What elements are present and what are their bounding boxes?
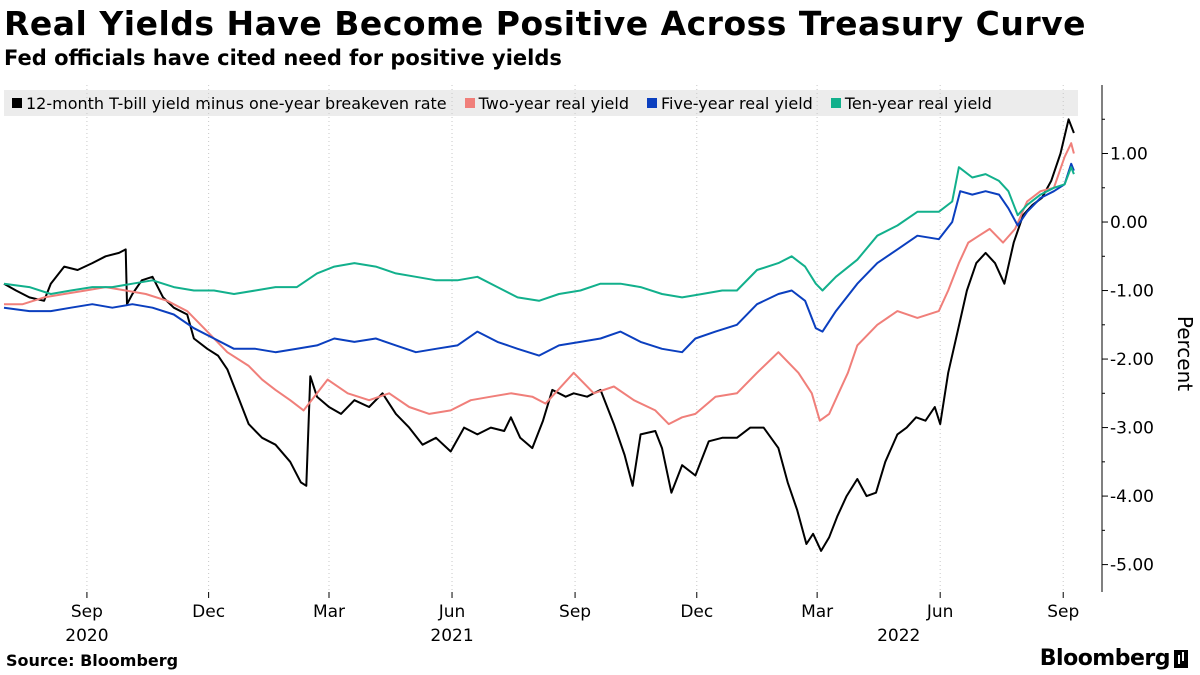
- y-tick-label: -5.00: [1110, 556, 1154, 576]
- x-tick-label: Jun: [926, 602, 954, 622]
- legend-item-tbill: 12-month T-bill yield minus one-year bre…: [12, 94, 447, 113]
- legend-label-five-year: Five-year real yield: [660, 93, 813, 113]
- x-year-label: 2020: [65, 626, 108, 646]
- legend-label-two-year: Two-year real yield: [478, 93, 629, 113]
- source-note: Source: Bloomberg: [6, 651, 179, 670]
- grid-layer: [86, 85, 1064, 592]
- x-tick-label: Sep: [1047, 602, 1079, 622]
- x-tick-label: Dec: [192, 602, 225, 622]
- y-tick-label: 1.00: [1110, 145, 1148, 165]
- series-line-3: [3, 166, 1075, 302]
- y-tick-label: -1.00: [1110, 282, 1154, 302]
- y-tick-label: 0.00: [1110, 213, 1148, 233]
- legend-item-ten-year: Ten-year real yield: [830, 93, 992, 113]
- x-year-label: 2022: [877, 626, 920, 646]
- x-tick-label: Dec: [680, 602, 713, 622]
- legend-swatch-two-year: [464, 98, 475, 108]
- series-line-0: [3, 118, 1075, 552]
- x-year-label: 2021: [430, 626, 473, 646]
- x-tick-label: Mar: [313, 602, 345, 622]
- x-tick-label: Sep: [71, 602, 103, 622]
- legend-label-ten-year: Ten-year real yield: [844, 93, 992, 113]
- legend-label-tbill: 12-month T-bill yield minus one-year bre…: [26, 93, 447, 113]
- legend-swatch-ten-year: [830, 98, 841, 108]
- series-line-2: [3, 162, 1075, 357]
- chart-subtitle: Fed officials have cited need for positi…: [4, 46, 562, 70]
- brand-name: Bloomberg: [1039, 646, 1171, 671]
- legend-swatch-tbill: [12, 98, 22, 108]
- x-tick-label: Mar: [801, 602, 833, 622]
- y-axis-label: Percent: [1173, 316, 1197, 391]
- y-tick-label: -2.00: [1110, 350, 1154, 370]
- series-layer: [3, 118, 1075, 552]
- axis-layer: 1.00 0.00 -1.00 -2.00 -3.00 -4.00 -5.00 Sep Dec M…: [65, 85, 1154, 646]
- chart-legend: 12-month T-bill yield minus one-year bre…: [4, 90, 1078, 116]
- legend-item-two-year: Two-year real yield: [464, 93, 629, 113]
- x-tick-label: Sep: [559, 602, 591, 622]
- legend-swatch-five-year: [646, 98, 657, 108]
- y-tick-label: -4.00: [1110, 487, 1154, 507]
- y-tick-label: -3.00: [1110, 419, 1154, 439]
- chart-title: Real Yields Have Become Positive Across …: [4, 4, 1087, 43]
- x-tick-label: Jun: [438, 602, 466, 622]
- bloomberg-logo: Bloomberg: [1040, 646, 1188, 671]
- series-line-1: [4, 142, 1075, 426]
- terminal-icon: [1174, 649, 1188, 668]
- legend-item-five-year: Five-year real yield: [646, 93, 813, 113]
